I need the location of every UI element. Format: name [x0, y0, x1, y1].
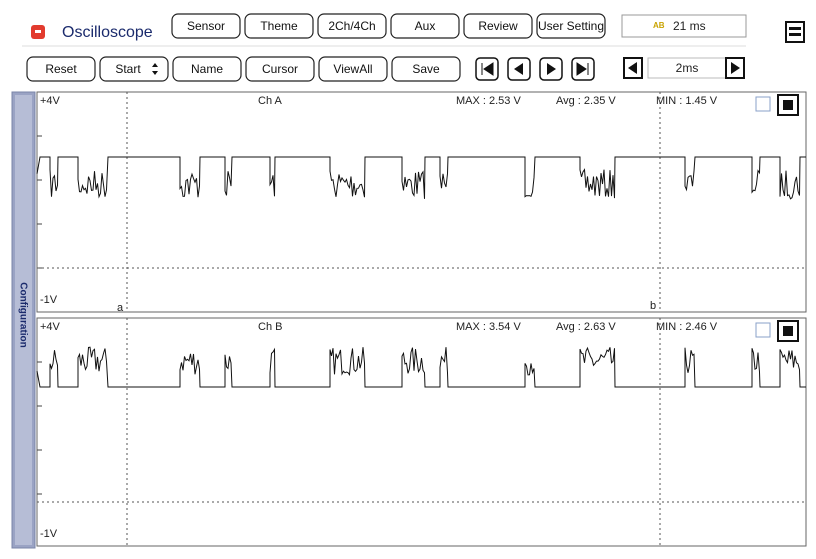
max-value: MAX : 3.54 V — [456, 321, 521, 333]
timer-box — [621, 14, 747, 38]
channel-checkbox[interactable] — [755, 96, 771, 112]
control-button[interactable]: Save — [391, 56, 461, 82]
channel-panel — [36, 91, 807, 313]
control-button[interactable]: ViewAll — [318, 56, 388, 82]
nav-prev[interactable] — [507, 57, 531, 81]
control-button[interactable]: Name — [172, 56, 242, 82]
cursor-label: b — [650, 300, 656, 312]
channel-checkbox[interactable] — [755, 322, 771, 338]
button-label: Cursor — [262, 62, 298, 76]
scale-top: +4V — [40, 321, 61, 333]
scale-bottom: -1V — [40, 294, 58, 306]
min-value: MIN : 2.46 V — [656, 321, 718, 333]
toolbar-button[interactable]: User Setting — [536, 13, 606, 39]
channel-name: Ch A — [258, 95, 283, 107]
timebase-down[interactable] — [623, 57, 643, 79]
control-button[interactable]: Reset — [26, 56, 96, 82]
button-label: Review — [478, 19, 518, 33]
min-value: MIN : 1.45 V — [656, 95, 718, 107]
waveform — [36, 156, 806, 200]
channel-panel — [36, 317, 807, 547]
channel-toggle[interactable] — [777, 320, 799, 342]
button-label: Start — [115, 62, 141, 76]
timebase: 2ms — [676, 61, 699, 75]
avg-value: Avg : 2.63 V — [556, 321, 616, 333]
control-button[interactable]: Start — [99, 56, 169, 82]
cursor-label: a — [117, 302, 124, 314]
button-label: 2Ch/4Ch — [328, 19, 375, 33]
toolbar-button[interactable]: 2Ch/4Ch — [317, 13, 387, 39]
control-button[interactable]: Cursor — [245, 56, 315, 82]
button-label: ViewAll — [333, 62, 372, 76]
scale-top: +4V — [40, 95, 61, 107]
toolbar-button[interactable]: Review — [463, 13, 533, 39]
scale-bottom: -1V — [40, 528, 58, 540]
button-label: User Setting — [538, 19, 604, 33]
app-title: Oscilloscope — [62, 24, 153, 41]
sidebar-label: Configuration — [17, 282, 28, 348]
channel-toggle[interactable] — [777, 94, 799, 116]
button-label: Save — [412, 62, 440, 76]
max-value: MAX : 2.53 V — [456, 95, 521, 107]
channel-name: Ch B — [258, 321, 282, 333]
sidebar[interactable]: Configuration — [11, 91, 36, 549]
button-label: Reset — [45, 62, 77, 76]
button-label: Aux — [415, 19, 436, 33]
toolbar-button[interactable]: Aux — [390, 13, 460, 39]
button-label: Sensor — [187, 19, 225, 33]
waveform — [36, 346, 806, 388]
nav-next[interactable] — [539, 57, 563, 81]
toolbar-button[interactable]: Theme — [244, 13, 314, 39]
svg-text:AB: AB — [653, 21, 665, 30]
button-label: Theme — [260, 19, 298, 33]
nav-first[interactable] — [475, 57, 499, 81]
nav-last[interactable] — [571, 57, 595, 81]
avg-value: Avg : 2.35 V — [556, 95, 616, 107]
toolbar-button[interactable]: Sensor — [171, 13, 241, 39]
menu-button[interactable] — [785, 21, 805, 43]
button-label: Name — [191, 62, 223, 76]
timer: 21 ms — [673, 19, 706, 33]
timebase-up[interactable] — [725, 57, 745, 79]
